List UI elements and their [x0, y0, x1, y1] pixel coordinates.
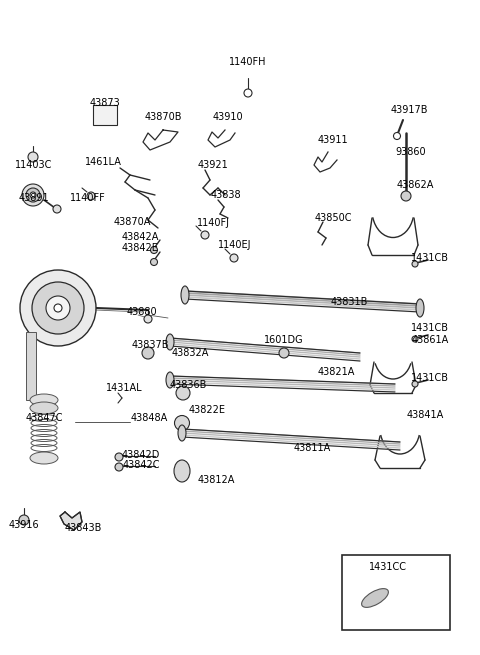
Ellipse shape [178, 425, 186, 441]
Ellipse shape [166, 334, 174, 350]
Text: 1431CB: 1431CB [411, 373, 449, 383]
Circle shape [53, 205, 61, 213]
Text: 1140FJ: 1140FJ [196, 218, 229, 228]
Text: 43873: 43873 [90, 98, 120, 108]
Text: 1431CB: 1431CB [411, 323, 449, 333]
Text: 93860: 93860 [396, 147, 426, 157]
Circle shape [401, 191, 411, 201]
Ellipse shape [26, 188, 40, 202]
Text: 43850C: 43850C [314, 213, 352, 223]
Text: 43916: 43916 [9, 520, 39, 530]
Text: 43910: 43910 [213, 112, 243, 122]
Text: 43842E: 43842E [121, 243, 158, 253]
Text: 43832A: 43832A [171, 348, 209, 358]
Ellipse shape [30, 394, 58, 406]
Circle shape [412, 261, 418, 267]
Text: 43921: 43921 [198, 160, 228, 170]
Ellipse shape [416, 299, 424, 317]
Circle shape [279, 348, 289, 358]
Ellipse shape [30, 452, 58, 464]
Circle shape [46, 296, 70, 320]
Circle shape [28, 152, 38, 162]
Ellipse shape [176, 386, 190, 400]
Circle shape [244, 89, 252, 97]
Text: 1431CC: 1431CC [369, 562, 407, 572]
Circle shape [19, 515, 29, 525]
Circle shape [115, 453, 123, 461]
Text: 1140EJ: 1140EJ [218, 240, 252, 250]
Text: 43841A: 43841A [407, 410, 444, 420]
Circle shape [412, 336, 418, 342]
Text: 43870B: 43870B [144, 112, 182, 122]
Ellipse shape [22, 184, 44, 206]
Text: 43862A: 43862A [396, 180, 434, 190]
Text: 43821A: 43821A [317, 367, 355, 377]
Text: 11403C: 11403C [15, 160, 53, 170]
Circle shape [151, 259, 157, 265]
Text: 43843B: 43843B [64, 523, 102, 533]
Text: 1431AL: 1431AL [106, 383, 142, 393]
Circle shape [151, 246, 157, 253]
Text: 1431CB: 1431CB [411, 253, 449, 263]
Text: 43836B: 43836B [169, 380, 207, 390]
Text: 1140FH: 1140FH [229, 57, 267, 67]
Text: 43842A: 43842A [121, 232, 159, 242]
Circle shape [412, 381, 418, 387]
Text: 43822E: 43822E [189, 405, 226, 415]
Ellipse shape [166, 372, 174, 388]
Circle shape [201, 231, 209, 239]
Text: 43838: 43838 [211, 190, 241, 200]
Bar [93, 105, 117, 125]
Text: 43837B: 43837B [131, 340, 169, 350]
Text: 43911: 43911 [318, 135, 348, 145]
Circle shape [32, 282, 84, 334]
Text: 1461LA: 1461LA [84, 157, 121, 167]
Text: 1140FF: 1140FF [70, 193, 106, 203]
Ellipse shape [361, 589, 388, 607]
Text: 43861A: 43861A [411, 335, 449, 345]
Ellipse shape [181, 286, 189, 304]
Text: 43870A: 43870A [113, 217, 151, 227]
Bar [26, 332, 36, 400]
Ellipse shape [30, 402, 58, 414]
Ellipse shape [175, 415, 190, 430]
Circle shape [230, 254, 238, 262]
Circle shape [87, 192, 95, 200]
Text: 43811A: 43811A [293, 443, 331, 453]
Circle shape [115, 463, 123, 471]
Text: 43891: 43891 [19, 193, 49, 203]
Text: 43842D: 43842D [122, 450, 160, 460]
Circle shape [20, 270, 96, 346]
Circle shape [142, 347, 154, 359]
Text: 43848A: 43848A [131, 413, 168, 423]
Ellipse shape [30, 192, 36, 198]
Bar [342, 555, 450, 629]
Ellipse shape [174, 460, 190, 482]
Polygon shape [60, 512, 82, 530]
Circle shape [394, 132, 400, 140]
Text: 43831B: 43831B [330, 297, 368, 307]
Circle shape [54, 304, 62, 312]
Text: 43842C: 43842C [122, 460, 160, 470]
Text: 1601DG: 1601DG [264, 335, 304, 345]
Text: 43880: 43880 [127, 307, 157, 317]
Text: 43847C: 43847C [25, 413, 63, 423]
Text: 43917B: 43917B [390, 105, 428, 115]
Text: 43812A: 43812A [197, 475, 235, 485]
Circle shape [144, 315, 152, 323]
